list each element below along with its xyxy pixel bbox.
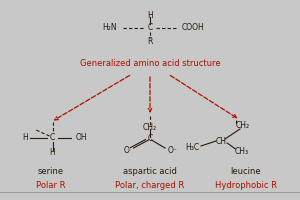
Text: O⁻: O⁻ [168,146,177,155]
Text: C: C [50,134,55,142]
Text: CH₂: CH₂ [236,121,250,130]
Text: CH₃: CH₃ [234,146,249,156]
Text: CH₂: CH₂ [143,122,157,132]
Text: Generalized amino acid structure: Generalized amino acid structure [80,60,220,68]
Text: R: R [147,36,153,46]
Text: C: C [147,23,153,32]
Text: H₃C: H₃C [185,143,199,152]
Text: Polar, charged R: Polar, charged R [116,182,184,190]
Text: aspartic acid: aspartic acid [123,168,177,176]
Text: leucine: leucine [231,168,261,176]
Text: H₂N: H₂N [102,23,117,32]
Text: H: H [50,148,56,157]
Text: C: C [147,134,153,143]
Text: OH: OH [75,134,87,142]
Text: COOH: COOH [182,23,205,32]
Text: Hydrophobic R: Hydrophobic R [215,182,277,190]
Text: Polar R: Polar R [36,182,66,190]
Text: O: O [124,146,130,155]
Text: H: H [147,10,153,20]
Text: H: H [22,134,28,142]
Text: CH: CH [216,136,226,146]
Text: serine: serine [38,168,64,176]
